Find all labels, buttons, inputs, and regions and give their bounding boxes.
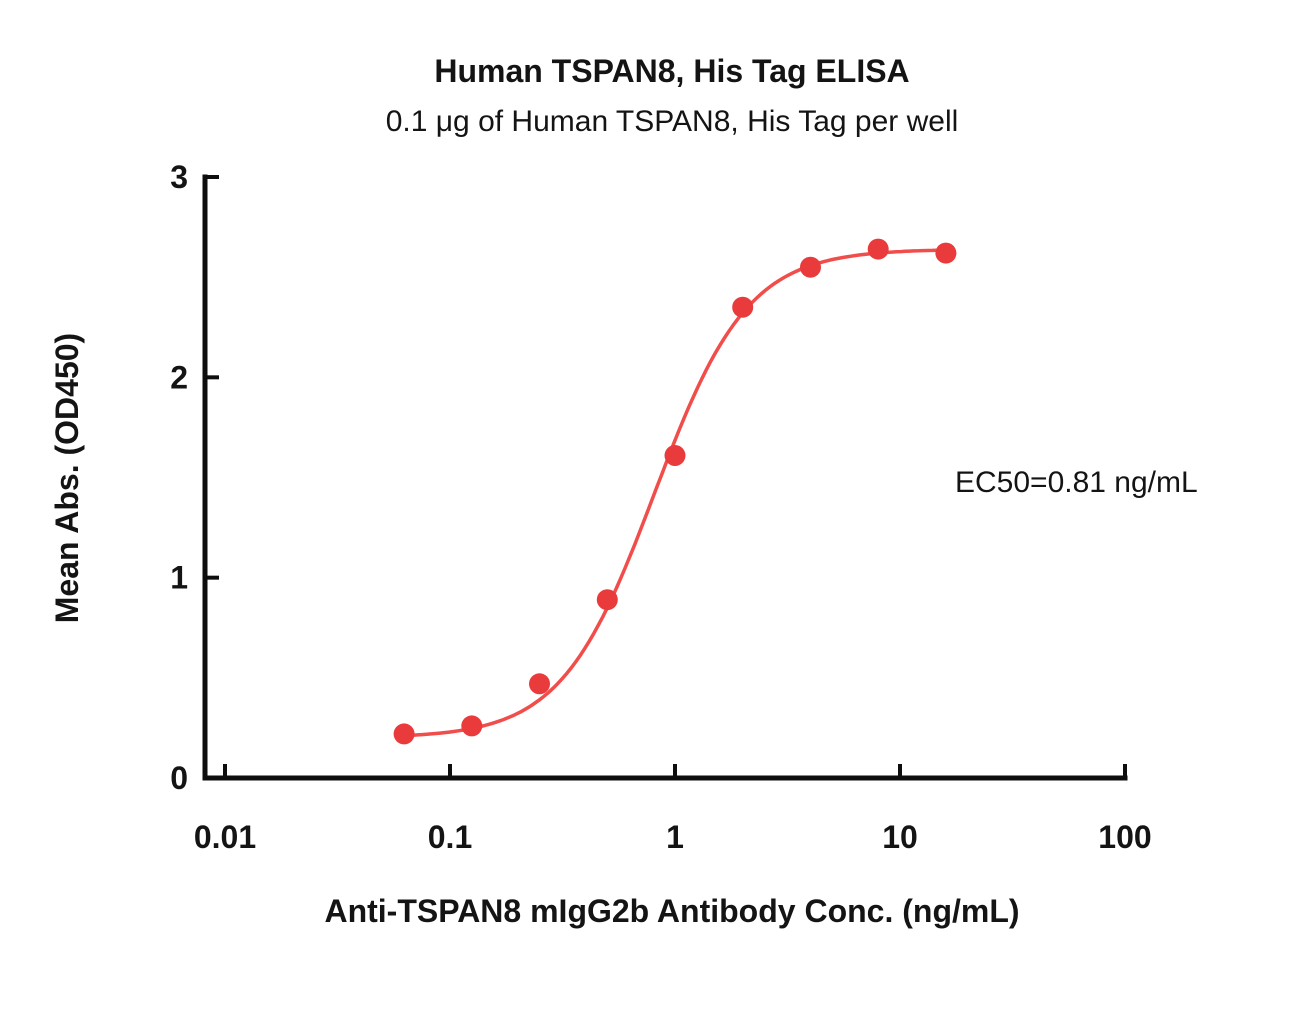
data-point — [529, 673, 550, 695]
x-tick-label: 1 — [666, 819, 684, 855]
x-tick-label: 0.01 — [194, 819, 256, 855]
data-point — [867, 238, 889, 260]
x-tick-label: 100 — [1098, 819, 1151, 855]
chart-subtitle: 0.1 μg of Human TSPAN8, His Tag per well — [386, 105, 959, 138]
y-tick-label: 2 — [170, 359, 188, 395]
x-tick-label: 0.1 — [428, 819, 472, 855]
y-tick-label: 0 — [170, 760, 188, 796]
axes: 0.01 0.1 1 10 100 0 1 2 3 — [170, 159, 1151, 855]
ec50-annotation: EC50=0.81 ng/mL — [955, 466, 1198, 499]
fit-curve — [404, 248, 946, 738]
data-point — [935, 242, 957, 264]
y-tick-label: 1 — [170, 560, 188, 596]
data-point — [393, 723, 415, 745]
x-axis-label: Anti-TSPAN8 mIgG2b Antibody Conc. (ng/mL… — [324, 893, 1019, 929]
chart-title: Human TSPAN8, His Tag ELISA — [434, 53, 909, 89]
data-point — [596, 589, 618, 611]
x-tick-label: 10 — [882, 819, 918, 855]
data-point — [732, 296, 754, 318]
y-axis-label: Mean Abs. (OD450) — [49, 333, 85, 623]
data-point — [664, 445, 686, 466]
data-point — [461, 715, 483, 737]
y-tick-label: 3 — [170, 159, 188, 195]
data-point — [800, 256, 821, 278]
